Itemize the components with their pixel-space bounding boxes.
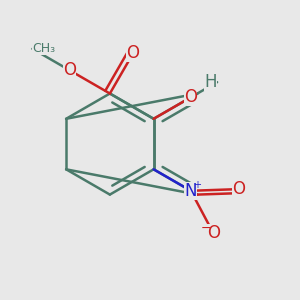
- Text: O: O: [63, 61, 76, 79]
- Text: O: O: [127, 44, 140, 62]
- Text: N: N: [184, 182, 197, 200]
- Text: O: O: [232, 180, 245, 198]
- Text: −: −: [200, 222, 211, 235]
- Text: H: H: [205, 73, 217, 91]
- Text: O: O: [207, 224, 220, 242]
- Text: CH₃: CH₃: [32, 42, 56, 55]
- Text: O: O: [184, 88, 197, 106]
- Text: +: +: [194, 180, 201, 190]
